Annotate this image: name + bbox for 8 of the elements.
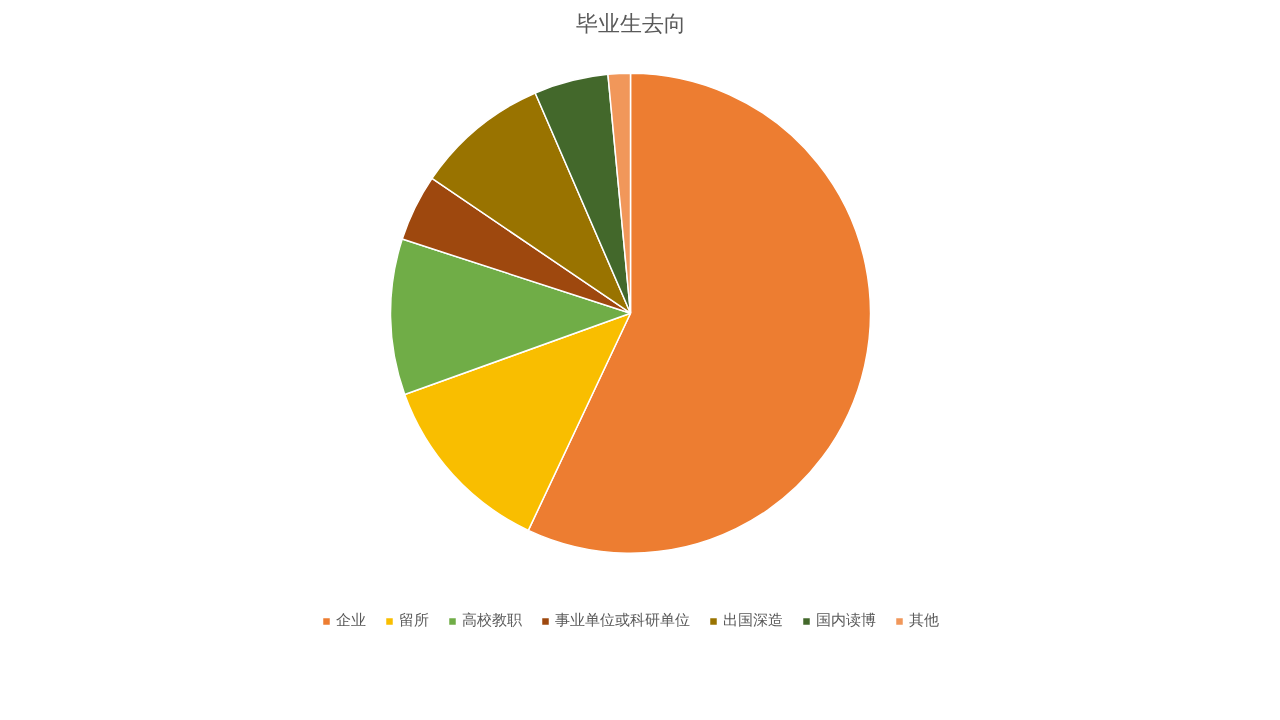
legend-label: 企业 [336,611,366,630]
legend-label: 国内读博 [816,611,876,630]
chart-title: 毕业生去向 [575,10,686,36]
legend-label: 其他 [909,611,939,630]
legend-label: 事业单位或科研单位 [555,611,690,630]
legend-label: 出国深造 [723,611,783,630]
legend-label: 留所 [399,611,429,630]
legend-label: 高校教职 [462,611,522,630]
